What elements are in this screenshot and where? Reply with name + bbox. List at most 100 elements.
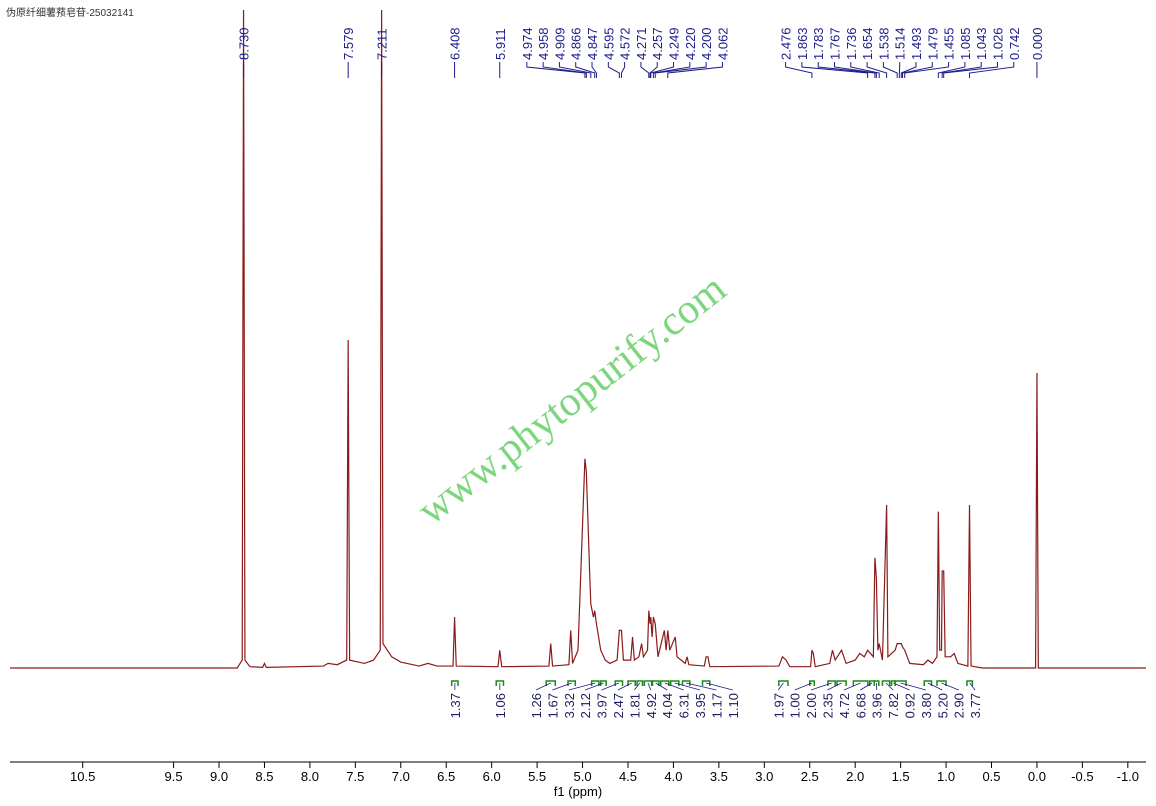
x-tick-label: 5.5 [528,769,546,784]
peak-leader [640,62,650,78]
peak-leader [607,62,620,78]
peak-label: 4.847 [585,27,600,60]
peak-label: 6.408 [448,27,463,60]
integral-leader [706,682,733,691]
integral-leader [777,682,784,691]
integral-leader [827,682,842,691]
peak-label: 0.742 [1007,27,1022,60]
x-tick-label: 0.5 [982,769,1000,784]
peak-label: 1.479 [925,27,940,60]
peak-label: 5.911 [493,28,508,60]
integral-leader [969,682,976,691]
integral-leader [601,682,620,691]
integral-bracket [852,680,869,686]
integral-label: 1.00 [788,693,803,718]
chart-title: 伪原纤细薯蓣皂苷-25032141 [6,6,134,19]
integral-bracket [881,680,891,686]
x-tick-label: 4.0 [664,769,682,784]
x-tick-label: -0.5 [1071,769,1093,784]
integral-label: 1.26 [529,693,544,718]
integral-leader [885,682,894,691]
peak-label: 1.043 [974,27,989,60]
peak-leader [902,62,933,78]
peak-leader [882,62,898,78]
peak-label: 4.958 [536,27,551,60]
integral-label: 1.17 [709,693,724,718]
peak-label: 4.220 [683,27,698,60]
integral-label: 2.00 [804,693,819,718]
peak-leader [943,62,998,78]
integral-bracket [450,680,459,686]
integral-bracket [495,680,505,686]
integral-label: 1.97 [771,693,786,718]
peak-label: 4.062 [715,27,730,60]
integral-leader [568,682,596,691]
integral-bracket [599,680,607,686]
integral-bracket [590,680,600,686]
integral-label: 2.90 [952,693,967,718]
integral-label: 4.92 [644,693,659,718]
peak-label: 1.085 [958,27,973,60]
integral-bracket [778,680,789,686]
integral-bracket [894,680,907,686]
integral-label: 2.35 [820,693,835,718]
x-tick-label: 1.5 [892,769,910,784]
integral-leader [617,682,632,691]
integral-leader [941,682,959,691]
integral-bracket [627,680,637,686]
x-tick-label: 9.5 [165,769,183,784]
integral-bracket [936,680,947,686]
peak-label: 1.493 [909,27,924,60]
peak-leader [785,62,813,78]
integral-leader [860,682,873,691]
peak-leader [969,62,1015,78]
peak-leader [904,62,950,78]
peak-label: 0.000 [1030,27,1045,60]
x-tick-label: 4.5 [619,769,637,784]
integral-bracket [966,680,974,686]
peak-label: 4.909 [552,27,567,60]
peak-label: 2.476 [779,27,794,60]
integral-label: 3.32 [562,693,577,718]
integral-label: 1.06 [493,693,508,718]
integral-label: 2.12 [578,693,593,718]
x-tick-label: 5.0 [574,769,592,784]
x-tick-label: 3.0 [755,769,773,784]
integral-bracket [873,680,880,686]
peak-leader [937,62,966,78]
peak-label: 1.863 [795,27,810,60]
integral-label: 4.72 [837,693,852,718]
peak-leader [652,62,691,78]
integral-bracket [923,680,933,686]
integral-label: 0.92 [902,693,917,718]
x-tick-label: 0.0 [1028,769,1046,784]
peak-leader [620,62,626,78]
peak-leader [575,62,596,78]
x-tick-label: 6.5 [437,769,455,784]
peak-leader [654,62,707,78]
peak-label: 4.249 [667,27,682,60]
peak-leader [591,62,597,78]
integral-label: 4.04 [660,693,675,718]
peak-leader [542,62,587,78]
integral-label: 3.96 [870,693,885,718]
x-tick-label: 7.5 [346,769,364,784]
integral-bracket [836,680,847,686]
integral-label: 1.10 [726,693,741,718]
integral-leader [794,682,813,691]
x-tick-label: 3.5 [710,769,728,784]
x-tick-label: 8.5 [255,769,273,784]
peak-label: 4.572 [618,27,633,60]
integral-leader [686,682,717,691]
integral-leader [552,682,572,691]
peak-leader [941,62,982,78]
integral-leader [655,682,668,691]
integral-leader [893,682,910,691]
peak-label: 1.514 [893,27,908,60]
peak-leader [649,62,658,78]
peak-label: 1.538 [876,27,891,60]
x-tick-label: 7.0 [392,769,410,784]
integral-bracket [669,680,680,686]
integral-bracket [701,680,711,686]
